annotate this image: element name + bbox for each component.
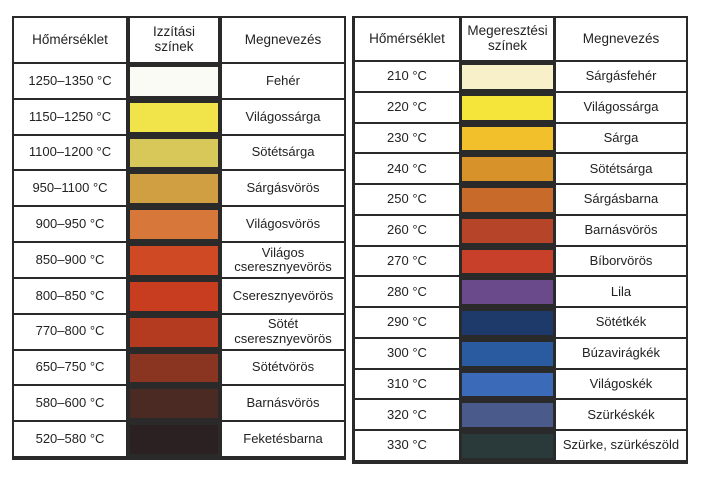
name-cell: Búzavirágkék xyxy=(556,338,686,368)
temperature-cell: 770–800 °C xyxy=(14,314,126,349)
name-cell: Cseresznyevörös xyxy=(222,278,344,313)
temperature-cell: 800–850 °C xyxy=(14,278,126,313)
color-swatch xyxy=(130,210,218,240)
color-swatch xyxy=(130,317,218,347)
name-cell: Lila xyxy=(556,277,686,307)
name-cell: Szürke, szürkészöld xyxy=(556,431,686,460)
name-cell: Sötétsárga xyxy=(222,135,344,170)
color-swatch xyxy=(462,157,553,182)
temperature-cell: 280 °C xyxy=(355,277,459,307)
temperature-cell: 1100–1200 °C xyxy=(14,135,126,170)
name-cell: Sötétvörös xyxy=(222,350,344,385)
header-cell: Hőmérséklet xyxy=(14,18,126,62)
header-cell: Izzítási színek xyxy=(130,18,218,62)
color-swatch xyxy=(462,218,553,243)
temperature-cell: 580–600 °C xyxy=(14,386,126,421)
name-cell: Sötétsárga xyxy=(556,154,686,184)
color-swatch xyxy=(130,102,218,132)
header-cell: Megnevezés xyxy=(556,18,686,60)
name-cell: Sárgásfehér xyxy=(556,62,686,91)
temperature-cell: 320 °C xyxy=(355,400,459,430)
name-cell: Barnásvörös xyxy=(556,215,686,245)
temperature-cell: 240 °C xyxy=(355,154,459,184)
color-swatch xyxy=(130,246,218,275)
name-cell: Világossárga xyxy=(222,99,344,134)
temperature-cell: 210 °C xyxy=(355,62,459,91)
color-swatch xyxy=(462,249,553,274)
name-cell: Világossárga xyxy=(556,92,686,122)
temperature-cell: 650–750 °C xyxy=(14,350,126,385)
color-swatch xyxy=(462,188,553,212)
name-cell: Sárgásvörös xyxy=(222,171,344,206)
temperature-cell: 270 °C xyxy=(355,246,459,276)
name-cell: Barnásvörös xyxy=(222,386,344,421)
header-cell: Megeresztési színek xyxy=(462,18,553,60)
color-swatch xyxy=(462,341,553,366)
temperature-cell: 220 °C xyxy=(355,92,459,122)
name-cell: Sárga xyxy=(556,123,686,153)
name-cell: Fehér xyxy=(222,64,344,98)
name-cell: Sötétkék xyxy=(556,308,686,337)
temperature-cell: 1150–1250 °C xyxy=(14,99,126,134)
color-swatch xyxy=(462,65,553,89)
name-cell: Sötét cseresznyevörös xyxy=(222,314,344,349)
temperature-cell: 230 °C xyxy=(355,123,459,153)
color-swatch xyxy=(130,281,218,311)
color-swatch xyxy=(130,67,218,96)
color-swatch xyxy=(130,353,218,383)
name-cell: Bíborvörös xyxy=(556,246,686,276)
name-cell: Világoskék xyxy=(556,369,686,399)
name-cell: Világosvörös xyxy=(222,207,344,242)
color-swatch xyxy=(130,174,218,204)
color-swatch xyxy=(462,403,553,428)
temperature-cell: 900–950 °C xyxy=(14,207,126,242)
temperature-cell: 310 °C xyxy=(355,369,459,399)
temperature-cell: 250 °C xyxy=(355,185,459,214)
color-swatch xyxy=(462,434,553,458)
name-cell: Világos cseresznyevörös xyxy=(222,243,344,277)
color-swatch xyxy=(462,280,553,305)
temperature-cell: 260 °C xyxy=(355,215,459,245)
name-cell: Sárgásbarna xyxy=(556,185,686,214)
color-swatch xyxy=(462,126,553,151)
color-swatch xyxy=(462,372,553,397)
temperature-cell: 1250–1350 °C xyxy=(14,64,126,98)
temperature-cell: 300 °C xyxy=(355,338,459,368)
temperature-cell: 850–900 °C xyxy=(14,243,126,277)
color-swatch xyxy=(462,311,553,335)
header-cell: Hőmérséklet xyxy=(355,18,459,60)
temperature-cell: 330 °C xyxy=(355,431,459,460)
color-swatch xyxy=(130,389,218,419)
name-cell: Szürkéskék xyxy=(556,400,686,430)
temperature-cell: 290 °C xyxy=(355,308,459,337)
color-swatch xyxy=(130,138,218,168)
header-cell: Megnevezés xyxy=(222,18,344,62)
temperature-cell: 950–1100 °C xyxy=(14,171,126,206)
color-swatch xyxy=(130,425,218,454)
temperature-cell: 520–580 °C xyxy=(14,422,126,456)
name-cell: Feketésbarna xyxy=(222,422,344,456)
color-swatch xyxy=(462,95,553,120)
